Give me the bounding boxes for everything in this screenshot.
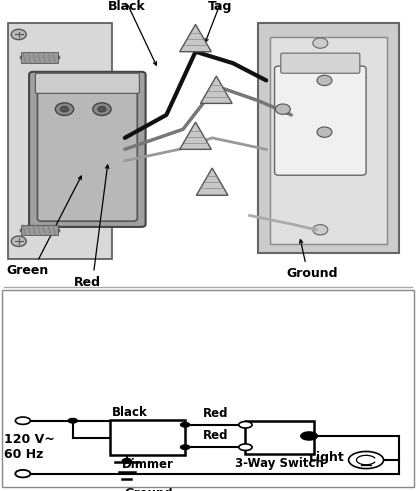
Text: Red: Red <box>74 276 101 289</box>
Circle shape <box>11 29 26 40</box>
Text: Tag: Tag <box>208 0 233 13</box>
Circle shape <box>317 127 332 137</box>
Circle shape <box>68 418 77 423</box>
FancyBboxPatch shape <box>8 23 112 259</box>
FancyBboxPatch shape <box>275 66 366 175</box>
Circle shape <box>15 470 30 477</box>
Text: 120 V~
60 Hz: 120 V~ 60 Hz <box>4 433 55 461</box>
Circle shape <box>241 445 250 449</box>
Text: Red: Red <box>203 429 228 442</box>
Circle shape <box>317 75 332 85</box>
Circle shape <box>98 106 106 112</box>
FancyBboxPatch shape <box>258 23 399 253</box>
Circle shape <box>301 432 317 440</box>
Circle shape <box>60 106 69 112</box>
Circle shape <box>239 421 252 428</box>
Bar <box>21 224 58 235</box>
Circle shape <box>181 423 190 427</box>
Bar <box>245 421 314 454</box>
Text: 3-Way Switch: 3-Way Switch <box>235 458 324 470</box>
FancyBboxPatch shape <box>35 73 139 93</box>
FancyBboxPatch shape <box>29 72 146 227</box>
Circle shape <box>15 470 30 477</box>
Text: Red: Red <box>203 407 228 420</box>
Circle shape <box>241 423 250 427</box>
Circle shape <box>11 236 26 246</box>
Circle shape <box>15 417 30 424</box>
Circle shape <box>313 224 328 235</box>
Polygon shape <box>180 122 211 149</box>
Circle shape <box>55 103 74 115</box>
FancyBboxPatch shape <box>37 78 137 221</box>
Circle shape <box>122 459 131 463</box>
Circle shape <box>181 445 190 449</box>
Bar <box>21 52 58 63</box>
Text: Black: Black <box>108 0 146 13</box>
Text: Light: Light <box>309 451 344 464</box>
Text: Black: Black <box>112 406 148 419</box>
Circle shape <box>313 38 328 48</box>
Bar <box>110 420 185 455</box>
Circle shape <box>239 444 252 450</box>
Polygon shape <box>180 25 211 52</box>
Circle shape <box>275 104 290 114</box>
Text: Green: Green <box>114 436 154 449</box>
FancyBboxPatch shape <box>281 53 360 73</box>
Polygon shape <box>196 168 228 195</box>
Circle shape <box>93 103 111 115</box>
Text: Ground: Ground <box>286 267 338 280</box>
Polygon shape <box>201 76 232 104</box>
Text: Dimmer: Dimmer <box>122 459 173 471</box>
Circle shape <box>349 451 384 468</box>
Text: Ground: Ground <box>125 487 173 491</box>
FancyBboxPatch shape <box>270 37 387 244</box>
Text: Green: Green <box>6 264 48 277</box>
